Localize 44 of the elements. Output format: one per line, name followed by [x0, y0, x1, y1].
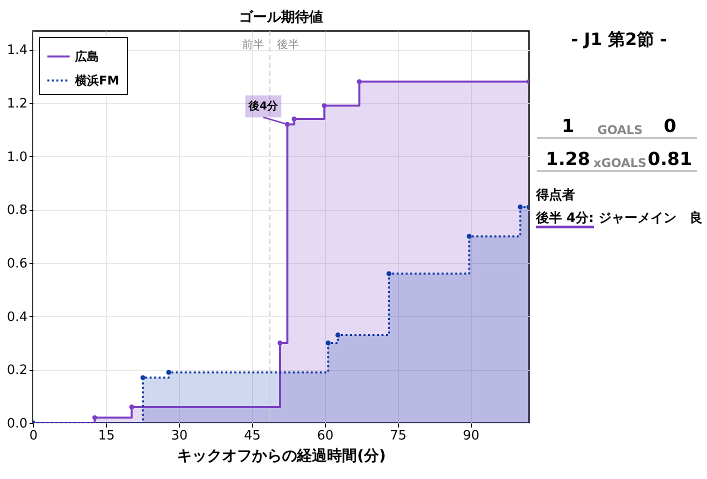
x-tick-label: 90 [462, 428, 480, 444]
point [166, 370, 172, 375]
text: xGOALS [593, 156, 647, 170]
y-tick-label: 1.2 [6, 96, 28, 112]
ref-line-label: 後半 [276, 38, 299, 51]
point [356, 79, 362, 84]
point [386, 271, 392, 276]
x-tick-label: 45 [244, 428, 261, 444]
point [292, 116, 297, 122]
annotation: 後4分 [247, 99, 280, 112]
y-tick-label: 0.6 [6, 256, 28, 272]
text: - J1 第2節 - [571, 30, 667, 50]
x-tick-label: 60 [316, 428, 334, 444]
y-tick-label: 1.0 [6, 150, 28, 165]
text: 0 [664, 116, 676, 137]
legend-label: 横浜FM [74, 74, 120, 88]
x-axis-title: キックオフからの経過時間(分) [177, 446, 386, 464]
chart-title: ゴール期待値 [239, 10, 323, 26]
point [466, 234, 472, 239]
x-tick-label: 30 [171, 428, 188, 444]
text: 1.28 [546, 149, 590, 170]
text: 得点者 [535, 187, 575, 203]
point [140, 375, 146, 380]
text: 1 [562, 116, 574, 137]
point [92, 415, 98, 420]
y-tick-label: 0.0 [6, 416, 28, 432]
point [129, 404, 134, 410]
text: GOALS [597, 123, 643, 137]
text: 後半 4分: ジャーメイン 良 [535, 210, 702, 226]
y-tick-label: 0.2 [6, 363, 28, 378]
point [326, 340, 331, 346]
x-tick-label: 75 [390, 428, 406, 444]
point [518, 204, 523, 210]
y-tick-label: 1.4 [6, 43, 28, 58]
point [335, 332, 340, 338]
point [278, 340, 282, 346]
text: 0.81 [648, 149, 692, 170]
x-tick-label: 0 [29, 428, 38, 444]
y-tick-label: 0.4 [6, 310, 28, 325]
annotation: 前半 [242, 38, 264, 51]
x-tick-label: 15 [98, 428, 115, 444]
legend-label: 広島 [74, 50, 99, 64]
y-tick-label: 0.8 [6, 203, 28, 218]
point [322, 103, 327, 108]
